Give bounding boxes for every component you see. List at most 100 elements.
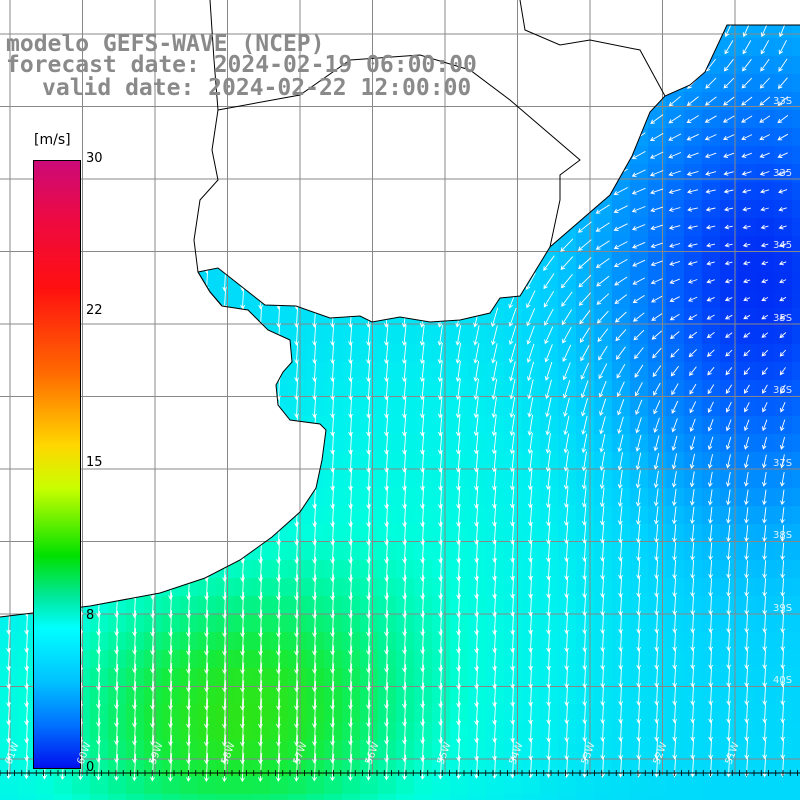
wind-arrow <box>240 503 245 528</box>
wind-arrow <box>652 365 662 378</box>
wind-arrow <box>581 433 588 454</box>
wind-arrow <box>582 684 588 707</box>
wind-arrow <box>598 56 608 74</box>
wind-cell <box>216 344 235 363</box>
wind-cell <box>792 758 800 777</box>
wind-speed-cells <box>0 25 800 800</box>
lat-label: 335 <box>773 168 793 179</box>
wind-arrow <box>258 734 263 765</box>
wind-arrow <box>186 468 192 491</box>
wind-cell <box>108 218 127 237</box>
wind-arrow <box>708 703 714 724</box>
wind-cell <box>324 164 343 183</box>
wind-arrow <box>150 504 155 527</box>
wind-cell <box>198 794 217 800</box>
wind-cell <box>180 326 199 345</box>
wind-cell <box>162 794 181 800</box>
wind-arrow <box>653 488 659 507</box>
wind-cell <box>360 794 379 800</box>
wind-arrow <box>613 187 628 196</box>
wind-cell <box>792 740 800 759</box>
wind-arrow <box>653 435 660 452</box>
wind-arrow <box>419 217 425 238</box>
wind-arrow <box>599 398 607 417</box>
wind-arrow <box>708 631 714 652</box>
wind-arrow <box>222 109 228 130</box>
wind-cell <box>306 290 325 309</box>
wind-arrow <box>636 577 641 598</box>
wind-cell <box>144 344 163 363</box>
wind-cell <box>612 146 631 165</box>
wind-arrow <box>222 662 227 693</box>
wind-arrow <box>598 345 608 361</box>
wind-arrow <box>132 433 138 454</box>
wind-arrow <box>669 260 681 266</box>
wind-arrow <box>618 559 623 580</box>
wind-cell <box>414 182 433 201</box>
wind-cell <box>90 110 109 129</box>
wind-cell <box>792 452 800 471</box>
wind-cell <box>252 344 271 363</box>
wind-cell <box>576 164 595 183</box>
wind-arrow <box>258 109 264 130</box>
wind-arrow <box>761 314 769 320</box>
wind-cell <box>648 25 667 39</box>
border-line <box>193 0 223 307</box>
wind-arrow <box>437 253 444 274</box>
wind-arrow <box>743 402 750 413</box>
wind-cell <box>648 56 667 75</box>
coastline <box>0 24 800 618</box>
wind-arrow <box>312 271 317 292</box>
wind-arrow <box>543 165 555 182</box>
wind-cell <box>486 56 505 75</box>
wind-arrow <box>633 76 645 91</box>
wind-arrow <box>240 486 245 509</box>
wind-arrow <box>581 505 587 526</box>
wind-cell <box>108 776 127 795</box>
wind-arrow <box>186 680 191 711</box>
wind-cell <box>792 74 800 93</box>
wind-arrow <box>779 314 787 320</box>
wind-arrow <box>780 631 786 652</box>
wind-arrow <box>402 25 407 40</box>
wind-cell <box>432 110 451 129</box>
wind-arrow <box>600 612 605 634</box>
wind-cell <box>306 776 325 795</box>
wind-arrow <box>705 206 716 212</box>
wind-cell <box>252 272 271 291</box>
wind-cell <box>774 25 793 39</box>
wind-cell <box>558 182 577 201</box>
wind-cell <box>144 362 163 381</box>
wind-cell <box>792 56 800 75</box>
wind-arrow <box>437 307 444 328</box>
wind-arrow <box>240 468 245 491</box>
wind-arrow <box>490 307 499 328</box>
wind-arrow <box>204 574 209 601</box>
wind-arrow <box>741 134 753 141</box>
wind-cell <box>522 56 541 75</box>
wind-arrow <box>780 507 785 524</box>
wind-cell <box>792 560 800 579</box>
wind-cell <box>324 128 343 147</box>
wind-arrow <box>419 307 425 328</box>
wind-arrow <box>741 115 753 123</box>
wind-arrow <box>724 278 733 284</box>
wind-cell <box>180 470 199 489</box>
wind-cell <box>234 326 253 345</box>
wind-cell <box>234 506 253 525</box>
wind-arrow <box>348 753 353 782</box>
wind-cell <box>108 182 127 201</box>
wind-cell <box>792 776 800 795</box>
wind-cell <box>504 218 523 237</box>
wind-arrow <box>635 399 643 416</box>
wind-arrow <box>581 398 589 417</box>
wind-arrow <box>508 218 518 237</box>
wind-cell <box>468 146 487 165</box>
wind-arrow <box>455 217 462 238</box>
wind-arrow <box>168 433 174 454</box>
wind-cell <box>774 794 793 800</box>
wind-arrow <box>688 331 698 339</box>
wind-cell <box>630 110 649 129</box>
wind-cell <box>216 182 235 201</box>
wind-arrow <box>96 325 102 346</box>
